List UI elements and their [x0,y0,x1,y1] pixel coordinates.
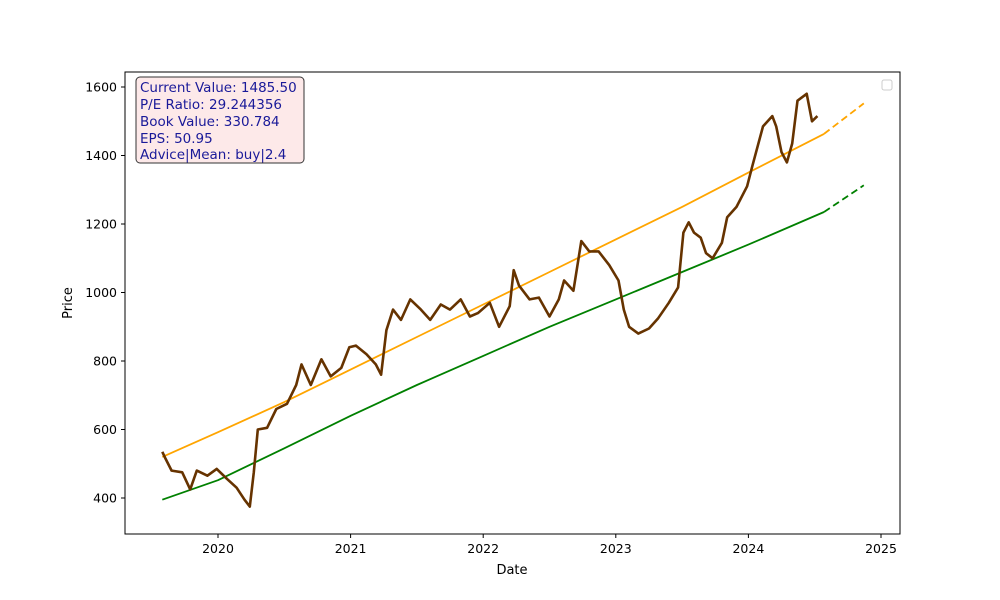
x-tick-label: 2023 [600,541,632,556]
info-box-background [135,76,305,164]
axes-frame [124,71,901,535]
x-tick-label: 2021 [335,541,367,556]
price-line [161,92,819,508]
x-tick-label: 2024 [732,541,764,556]
info-book-value: Book Value: 330.784 [140,114,280,130]
y-tick-label: 400 [93,491,117,506]
x-axis: 2020 2021 2022 2023 2024 2025 [202,534,897,556]
x-tick-label: 2022 [467,541,499,556]
y-tick-label: 1400 [85,148,117,163]
y-tick-label: 600 [93,422,117,437]
upper-trend-line [161,133,825,458]
lower-trend-line [162,211,825,501]
y-axis: 400 600 800 1000 1200 1400 1600 [85,80,125,506]
info-box: Current Value: 1485.50 P/E Ratio: 29.244… [135,76,305,164]
lower-trend-forecast-line [823,184,865,213]
y-tick-label: 800 [93,354,117,369]
y-axis-label: Price [61,287,76,319]
x-axis-label: Date [496,563,527,578]
upper-trend-forecast-line [823,102,865,135]
info-advice-mean: Advice|Mean: buy|2.4 [140,147,286,163]
info-current-value: Current Value: 1485.50 [140,80,297,96]
info-pe-ratio: P/E Ratio: 29.244356 [140,97,282,113]
legend-box [881,79,893,91]
x-tick-label: 2020 [202,541,234,556]
info-eps: EPS: 50.95 [140,131,213,147]
y-tick-label: 1000 [85,285,117,300]
y-tick-label: 1600 [85,80,117,95]
plot-lines [161,92,865,508]
x-tick-label: 2025 [865,541,897,556]
y-tick-label: 1200 [85,217,117,232]
